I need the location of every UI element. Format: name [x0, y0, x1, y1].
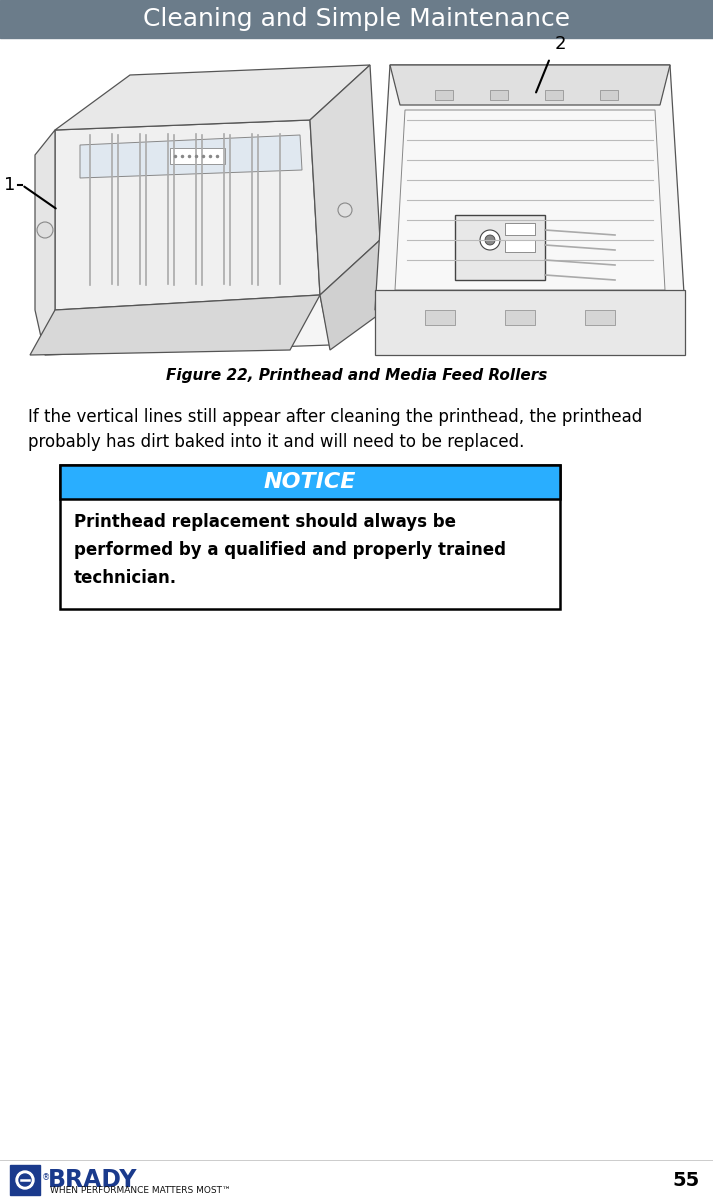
Bar — [60, 465, 560, 609]
Bar — [170, 148, 225, 163]
Circle shape — [37, 222, 53, 238]
Bar — [545, 90, 563, 100]
Polygon shape — [55, 65, 370, 130]
Text: Figure 22, Printhead and Media Feed Rollers: Figure 22, Printhead and Media Feed Roll… — [166, 368, 547, 383]
Text: 55: 55 — [673, 1171, 700, 1190]
Bar — [60, 465, 560, 499]
Polygon shape — [45, 294, 330, 355]
Circle shape — [16, 1171, 34, 1189]
Polygon shape — [390, 65, 670, 105]
Bar — [10, 1165, 40, 1195]
Polygon shape — [80, 135, 302, 178]
Polygon shape — [375, 65, 685, 310]
Circle shape — [338, 203, 352, 218]
Polygon shape — [310, 65, 380, 294]
Text: ®: ® — [42, 1173, 50, 1183]
Text: If the vertical lines still appear after cleaning the printhead, the printhead
p: If the vertical lines still appear after… — [28, 407, 642, 451]
Bar — [505, 240, 535, 252]
Bar — [0, 0, 713, 38]
Bar — [505, 310, 535, 325]
Text: WHEN PERFORMANCE MATTERS MOST™: WHEN PERFORMANCE MATTERS MOST™ — [50, 1186, 231, 1195]
Polygon shape — [375, 290, 685, 355]
Polygon shape — [35, 130, 55, 355]
Bar — [435, 90, 453, 100]
Bar — [585, 310, 615, 325]
Bar — [425, 310, 455, 325]
Polygon shape — [55, 120, 320, 310]
Text: 1: 1 — [4, 175, 15, 194]
Text: BRADY: BRADY — [48, 1168, 138, 1192]
Polygon shape — [30, 294, 320, 355]
Bar — [600, 90, 618, 100]
Text: 2: 2 — [555, 35, 567, 53]
Text: Cleaning and Simple Maintenance: Cleaning and Simple Maintenance — [143, 7, 570, 31]
Circle shape — [485, 236, 495, 245]
Circle shape — [19, 1174, 31, 1186]
Bar — [455, 215, 545, 280]
Polygon shape — [395, 111, 665, 290]
Circle shape — [480, 230, 500, 250]
Text: NOTICE: NOTICE — [264, 472, 356, 492]
Bar — [505, 224, 535, 236]
Bar — [490, 90, 508, 100]
Text: Printhead replacement should always be
performed by a qualified and properly tra: Printhead replacement should always be p… — [74, 513, 506, 587]
Polygon shape — [320, 240, 385, 350]
